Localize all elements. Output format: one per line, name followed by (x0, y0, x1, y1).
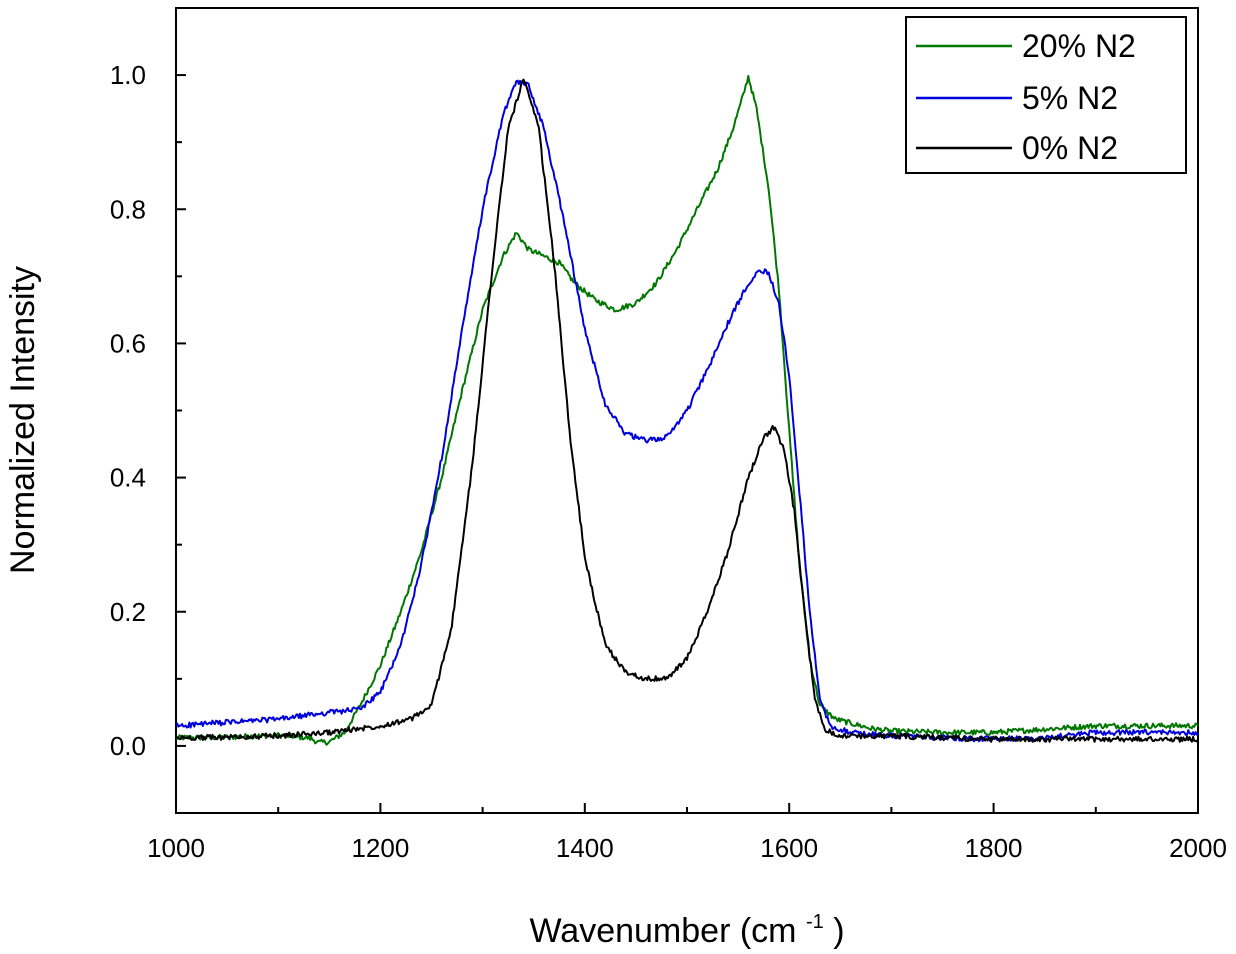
series-line-5-n2 (175, 79, 1199, 743)
axis-ticks: 1000 1200 1400 1600 1800 2000 0.0 0.2 0.4 0.6 0.8 1… (110, 60, 1227, 863)
x-tick-label: 2000 (1169, 833, 1227, 863)
x-tick-label: 1000 (147, 833, 205, 863)
x-tick-label: 1200 (351, 833, 409, 863)
legend: 20% N2 5% N2 0% N2 (905, 16, 1187, 174)
x-axis-title-close: ) (833, 912, 844, 950)
legend-label-5-n2: 5% N2 (1022, 80, 1118, 116)
y-tick-label: 0.8 (110, 194, 146, 224)
x-axis-title-superscript: -1 (806, 911, 824, 933)
x-tick-label: 1800 (965, 833, 1023, 863)
x-axis-title: Wavenumber (cm -1 ) (529, 898, 844, 950)
y-tick-label: 0.6 (110, 328, 146, 358)
y-tick-label: 0.0 (110, 731, 146, 761)
x-tick-label: 1600 (760, 833, 818, 863)
x-axis-title-main: Wavenumber (cm (529, 912, 796, 950)
series-line-0-n2 (175, 78, 1199, 743)
legend-label-0-n2: 0% N2 (1022, 130, 1118, 166)
y-tick-label: 0.4 (110, 463, 146, 493)
x-tick-label: 1400 (556, 833, 614, 863)
series-layer (175, 74, 1199, 746)
y-tick-label: 1.0 (110, 60, 146, 90)
legend-label-20-n2: 20% N2 (1022, 28, 1136, 64)
y-tick-label: 0.2 (110, 597, 146, 627)
y-axis-title: Normalized Intensity (4, 266, 42, 574)
